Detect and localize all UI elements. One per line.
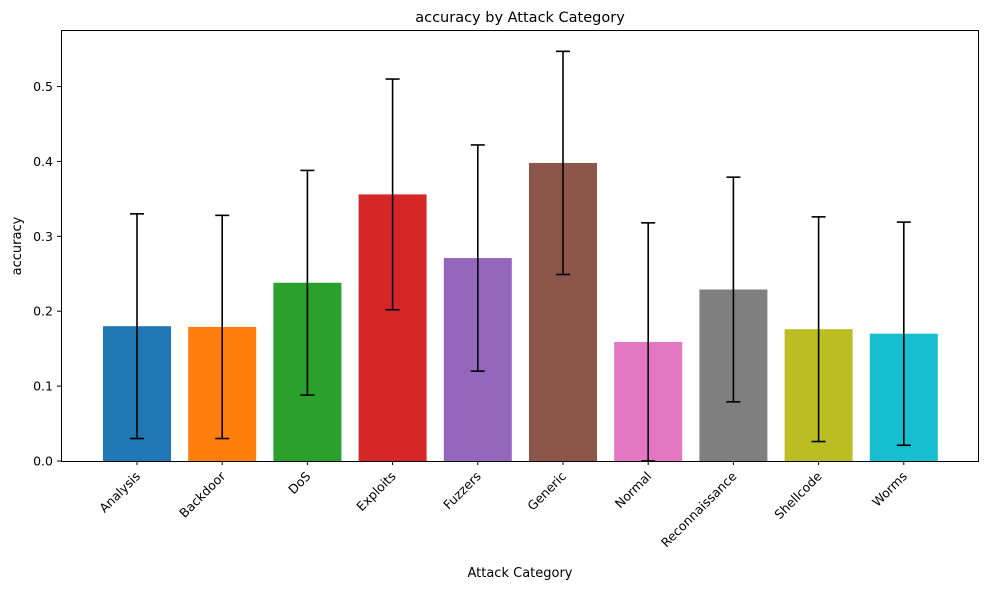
y-tick-label: 0.2: [33, 304, 53, 319]
x-tick-label: Worms: [869, 469, 910, 510]
x-tick-label: Backdoor: [176, 468, 229, 521]
x-tick-label: Reconnaissance: [658, 468, 740, 550]
y-tick-label: 0.3: [33, 229, 53, 244]
chart-title: accuracy by Attack Category: [415, 10, 625, 26]
plot-frame: [61, 30, 979, 462]
y-axis: 0.0 0.1 0.2 0.3 0.4 0.5: [33, 79, 61, 469]
x-tick-label: Generic: [524, 468, 569, 513]
x-tick-label: Analysis: [96, 469, 143, 516]
x-axis: Analysis Backdoor DoS Exploits Fuzzers Generi…: [96, 461, 910, 550]
x-tick-label: Normal: [612, 469, 655, 512]
y-tick-label: 0.5: [33, 79, 53, 94]
y-axis-label: accuracy: [10, 216, 25, 275]
y-tick-label: 0.4: [33, 154, 53, 169]
x-tick-label: DoS: [285, 468, 313, 496]
x-axis-label: Attack Category: [467, 566, 572, 581]
x-tick-label: Fuzzers: [440, 469, 484, 513]
error-bars-layer: [130, 50, 911, 462]
y-tick-label: 0.1: [33, 379, 53, 394]
y-tick-label: 0.0: [33, 454, 53, 469]
x-tick-label: Exploits: [353, 469, 398, 514]
x-tick-label: Shellcode: [771, 468, 825, 522]
bars-layer: [103, 162, 938, 461]
